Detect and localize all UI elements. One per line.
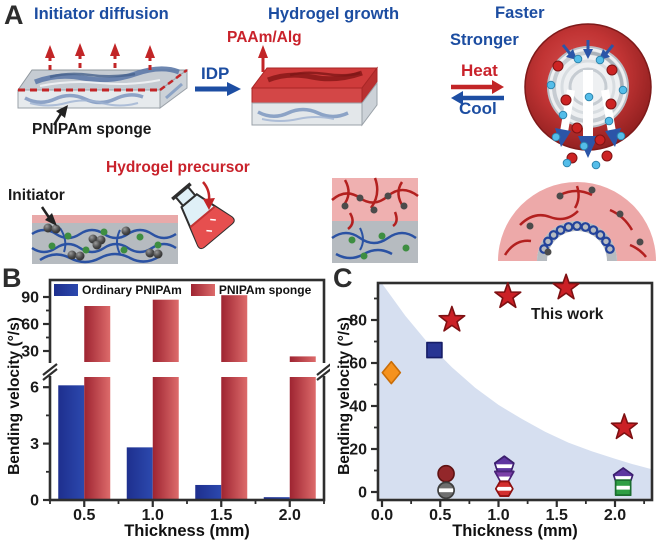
bilayer-network-schematic bbox=[331, 177, 419, 263]
label-stronger: Stronger bbox=[450, 31, 519, 49]
svg-text:1.5: 1.5 bbox=[210, 507, 232, 524]
bent-arch-schematic bbox=[498, 182, 656, 261]
panel-b-y-axis-label: Bending velocity (°/s) bbox=[6, 317, 23, 475]
svg-text:0.5: 0.5 bbox=[429, 507, 451, 524]
axis-break-band bbox=[51, 362, 323, 377]
panel-b-letter: B bbox=[2, 263, 22, 293]
initiator-particles bbox=[43, 223, 163, 261]
svg-text:90: 90 bbox=[21, 290, 39, 307]
initiator-diffusion-arrows bbox=[45, 43, 155, 70]
svg-text:1.0: 1.0 bbox=[487, 507, 509, 524]
cool-arrow bbox=[451, 91, 504, 105]
rolled-tube-illustration bbox=[524, 23, 652, 170]
svg-text:1.0: 1.0 bbox=[142, 507, 164, 524]
label-faster: Faster bbox=[495, 4, 545, 22]
title-initiator-diffusion: Initiator diffusion bbox=[34, 5, 169, 23]
svg-text:2.0: 2.0 bbox=[279, 507, 301, 524]
label-pnipam-sponge: PNIPAm sponge bbox=[32, 121, 152, 138]
axes: 0 3 6 30 60 90 0.5 1.0 1.5 2.0 bbox=[21, 290, 325, 524]
panel-c-scatter-chart: 0.0 0.5 1.0 1.5 2.0 0 20 40 60 80 bbox=[349, 273, 654, 524]
legend-label-ordinary-pnipam: Ordinary PNIPAm bbox=[82, 283, 182, 297]
panel-b-x-axis-label: Thickness (mm) bbox=[124, 522, 250, 540]
crosslink-dots-green bbox=[48, 228, 162, 254]
paam-alg-pointer-arrow bbox=[258, 45, 268, 72]
svg-text:0: 0 bbox=[30, 493, 39, 510]
svg-text:6: 6 bbox=[30, 380, 39, 397]
hydrogel-bilayer-slab bbox=[251, 66, 378, 127]
label-idp: IDP bbox=[201, 64, 230, 83]
hydrogel-precursor-flask bbox=[171, 182, 235, 250]
collapsed-pnipam-coil bbox=[539, 221, 615, 254]
axes: 0.0 0.5 1.0 1.5 2.0 0 20 40 60 80 bbox=[349, 297, 646, 524]
water-dots-cyan bbox=[546, 54, 628, 170]
panel-a-letter: A bbox=[4, 0, 24, 30]
label-heat: Heat bbox=[461, 61, 498, 80]
label-cool: Cool bbox=[459, 99, 497, 118]
label-initiator: Initiator bbox=[8, 187, 65, 204]
this-work-annotation: This work bbox=[531, 306, 604, 323]
pnipam-sponge-slab bbox=[17, 66, 189, 109]
svg-text:0.0: 0.0 bbox=[371, 507, 393, 524]
legend-label-pnipam-sponge: PNIPAm sponge bbox=[218, 283, 312, 297]
svg-text:30: 30 bbox=[21, 344, 39, 361]
initiator-dots-red bbox=[552, 60, 618, 164]
shaded-region bbox=[378, 283, 653, 499]
svg-text:60: 60 bbox=[21, 317, 39, 334]
title-hydrogel-growth: Hydrogel growth bbox=[268, 5, 400, 23]
markers bbox=[381, 273, 638, 499]
svg-text:2.0: 2.0 bbox=[604, 507, 626, 524]
panel-b: 0 3 6 30 60 90 0.5 1.0 1.5 2.0 B Bending velocity… bbox=[0, 263, 330, 542]
sponge-network-schematic bbox=[31, 206, 178, 264]
svg-text:0: 0 bbox=[358, 485, 367, 502]
legend-swatch-pnipam-sponge bbox=[190, 284, 215, 296]
panel-c: 0.0 0.5 1.0 1.5 2.0 0 20 40 60 80 C Bending veloc… bbox=[330, 263, 660, 542]
label-hydrogel-precursor: Hydrogel precursor bbox=[106, 159, 250, 176]
svg-text:0.5: 0.5 bbox=[73, 507, 95, 524]
panel-b-bar-chart: 0 3 6 30 60 90 0.5 1.0 1.5 2.0 bbox=[21, 278, 330, 524]
svg-text:60: 60 bbox=[349, 356, 367, 373]
bars bbox=[58, 295, 316, 500]
panel-b-legend: Ordinary PNIPAm PNIPAm sponge bbox=[54, 283, 320, 297]
panel-c-x-axis-label: Thickness (mm) bbox=[452, 522, 578, 540]
svg-text:80: 80 bbox=[349, 313, 367, 330]
precursor-pointer-arrow bbox=[202, 181, 215, 210]
svg-text:40: 40 bbox=[349, 399, 367, 416]
panel-a-art bbox=[17, 23, 656, 264]
pnipam-sponge-pointer-arrow bbox=[52, 105, 68, 126]
svg-text:3: 3 bbox=[30, 436, 39, 453]
svg-text:1.5: 1.5 bbox=[546, 507, 568, 524]
panel-c-letter: C bbox=[333, 263, 353, 293]
heat-arrow bbox=[451, 80, 504, 94]
svg-text:20: 20 bbox=[349, 442, 367, 459]
panel-c-y-axis-label: Bending velocity (°/s) bbox=[336, 317, 353, 475]
idp-arrow bbox=[195, 82, 241, 96]
plot-border bbox=[376, 281, 654, 502]
label-paam-alg: PAAm/Alg bbox=[227, 29, 302, 46]
legend-swatch-ordinary-pnipam bbox=[54, 284, 78, 296]
